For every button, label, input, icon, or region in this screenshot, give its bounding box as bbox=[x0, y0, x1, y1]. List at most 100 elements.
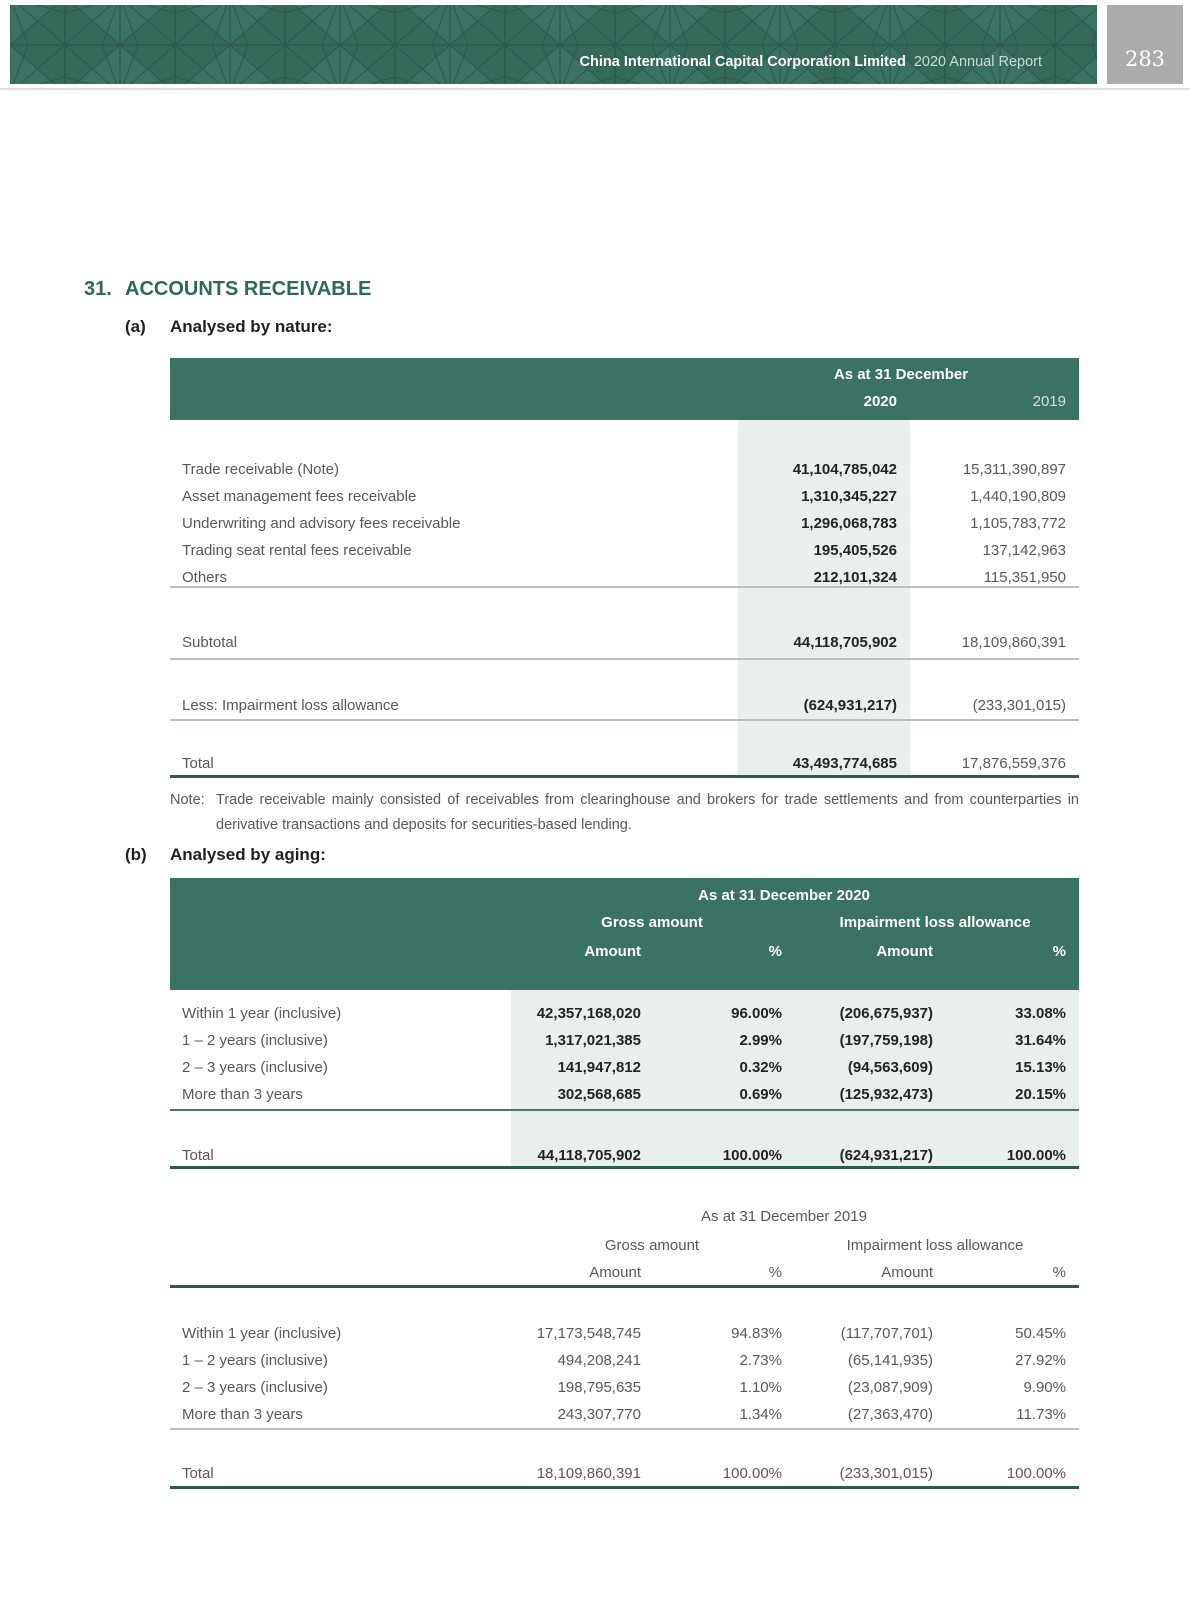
impairment-pct: 100.00% bbox=[1006, 1147, 1066, 1164]
gross-pct: 96.00% bbox=[731, 1005, 782, 1022]
row-label: Total bbox=[182, 755, 214, 772]
row-label: Total bbox=[182, 1147, 214, 1164]
section-number: 31. bbox=[84, 278, 112, 300]
value-2019: 115,351,950 bbox=[983, 569, 1066, 586]
col-amount: Amount bbox=[881, 1264, 933, 1281]
subsection-a-label: (a) bbox=[125, 317, 146, 336]
value-2020: 195,405,526 bbox=[813, 542, 897, 559]
table-row: More than 3 years 302,568,685 0.69% (125… bbox=[170, 1081, 1079, 1108]
impairment-amount: (125,932,473) bbox=[839, 1086, 933, 1103]
gross-pct: 1.34% bbox=[739, 1406, 782, 1423]
impairment-amount: (23,087,909) bbox=[847, 1379, 933, 1396]
page-number: 283 bbox=[1124, 47, 1166, 71]
table-a-period-header: As at 31 December bbox=[833, 366, 969, 383]
table-row: More than 3 years 243,307,770 1.34% (27,… bbox=[170, 1401, 1079, 1428]
note: Note: Trade receivable mainly consisted … bbox=[170, 788, 1079, 838]
impairment-amount: (624,931,217) bbox=[839, 1147, 933, 1164]
table-row: 2 – 3 years (inclusive) 141,947,812 0.32… bbox=[170, 1054, 1079, 1081]
row-label: 1 – 2 years (inclusive) bbox=[182, 1032, 328, 1049]
table-b-group-gross: Gross amount bbox=[601, 914, 703, 931]
total-rule bbox=[170, 775, 1079, 778]
impairment-amount: (117,707,701) bbox=[840, 1325, 933, 1342]
table-row: Within 1 year (inclusive) 42,357,168,020… bbox=[170, 1000, 1079, 1027]
impairment-pct: 100.00% bbox=[1006, 1465, 1066, 1482]
gross-pct: 2.99% bbox=[739, 1032, 782, 1049]
impairment-amount: (94,563,609) bbox=[847, 1059, 933, 1076]
value-2020: 1,296,068,783 bbox=[801, 515, 897, 532]
value-2019: 1,105,783,772 bbox=[970, 515, 1066, 532]
gross-amount: 17,173,548,745 bbox=[536, 1325, 641, 1342]
table-a-col-2019: 2019 bbox=[1032, 393, 1066, 410]
impairment-pct: 31.64% bbox=[1015, 1032, 1066, 1049]
value-2020: 1,310,345,227 bbox=[801, 488, 897, 505]
row-label: Less: Impairment loss allowance bbox=[182, 697, 399, 714]
impairment-amount: (27,363,470) bbox=[847, 1406, 933, 1423]
section-title: ACCOUNTS RECEIVABLE bbox=[125, 278, 372, 300]
gross-pct: 0.32% bbox=[739, 1059, 782, 1076]
impairment-pct: 50.45% bbox=[1015, 1325, 1066, 1342]
header-divider bbox=[0, 88, 1190, 90]
row-label: More than 3 years bbox=[182, 1086, 303, 1103]
impairment-amount: (206,675,937) bbox=[839, 1005, 933, 1022]
table-row: Asset management fees receivable 1,310,3… bbox=[170, 483, 1079, 510]
row-label: Trading seat rental fees receivable bbox=[182, 542, 412, 559]
company-name: China International Capital Corporation … bbox=[579, 54, 906, 70]
rule bbox=[170, 658, 1079, 660]
gross-amount: 494,208,241 bbox=[557, 1352, 641, 1369]
col-amount: Amount bbox=[876, 943, 933, 960]
page-number-box: 283 bbox=[1107, 5, 1183, 84]
table-b-group-impairment: Impairment loss allowance bbox=[839, 914, 1031, 931]
gross-pct: 100.00% bbox=[722, 1147, 782, 1164]
total-row: Total 18,109,860,391 100.00% (233,301,01… bbox=[170, 1460, 1079, 1487]
impairment-pct: 11.73% bbox=[1016, 1406, 1066, 1423]
col-amount: Amount bbox=[584, 943, 641, 960]
table-c-col-header-row: Amount % Amount % bbox=[170, 1259, 1079, 1286]
table-row: 1 – 2 years (inclusive) 1,317,021,385 2.… bbox=[170, 1027, 1079, 1054]
gross-pct: 100.00% bbox=[722, 1465, 782, 1482]
value-2019: (233,301,015) bbox=[972, 697, 1066, 714]
row-label: Within 1 year (inclusive) bbox=[182, 1005, 342, 1022]
impairment-pct: 33.08% bbox=[1015, 1005, 1066, 1022]
col-pct: % bbox=[768, 1264, 782, 1281]
note-label: Note: bbox=[170, 792, 205, 808]
row-label: Underwriting and advisory fees receivabl… bbox=[182, 515, 461, 532]
impairment-pct: 15.13% bbox=[1015, 1059, 1066, 1076]
impairment-pct: 9.90% bbox=[1023, 1379, 1066, 1396]
rule bbox=[170, 586, 1079, 588]
total-rule bbox=[170, 1486, 1079, 1489]
impairment-pct: 20.15% bbox=[1015, 1086, 1066, 1103]
header-rule bbox=[170, 1285, 1079, 1288]
row-label: Within 1 year (inclusive) bbox=[182, 1325, 342, 1342]
value-2019: 1,440,190,809 bbox=[970, 488, 1066, 505]
gross-amount: 1,317,021,385 bbox=[545, 1032, 641, 1049]
gross-amount: 302,568,685 bbox=[557, 1086, 641, 1103]
row-label: Total bbox=[182, 1465, 214, 1482]
subtotal-row: Subtotal 44,118,705,902 18,109,860,391 bbox=[170, 629, 1079, 656]
geometric-pattern bbox=[10, 5, 1097, 84]
col-pct: % bbox=[768, 943, 782, 960]
table-row: 2 – 3 years (inclusive) 198,795,635 1.10… bbox=[170, 1374, 1079, 1401]
gross-pct: 1.10% bbox=[739, 1379, 782, 1396]
row-label: 2 – 3 years (inclusive) bbox=[182, 1379, 328, 1396]
gross-amount: 18,109,860,391 bbox=[536, 1465, 641, 1482]
gross-amount: 44,118,705,902 bbox=[537, 1147, 641, 1164]
col-amount: Amount bbox=[589, 1264, 641, 1281]
subsection-a-title: Analysed by nature: bbox=[170, 317, 333, 336]
table-row: Others 212,101,324 115,351,950 bbox=[170, 564, 1079, 591]
table-b-header: As at 31 December 2020 Gross amount Impa… bbox=[170, 878, 1079, 990]
value-2019: 15,311,390,897 bbox=[962, 461, 1066, 478]
subsection-b-title: Analysed by aging: bbox=[170, 845, 326, 864]
rule bbox=[170, 1428, 1079, 1430]
row-label: Subtotal bbox=[182, 634, 238, 651]
col-pct: % bbox=[1052, 1264, 1066, 1281]
gross-amount: 243,307,770 bbox=[557, 1406, 641, 1423]
rule bbox=[170, 719, 1079, 721]
gross-amount: 42,357,168,020 bbox=[536, 1005, 641, 1022]
table-row: Within 1 year (inclusive) 17,173,548,745… bbox=[170, 1320, 1079, 1347]
table-c-period-header-row: As at 31 December 2019 bbox=[170, 1203, 1079, 1230]
table-a-header: As at 31 December 2020 2019 bbox=[170, 358, 1079, 420]
table-row: Trading seat rental fees receivable 195,… bbox=[170, 537, 1079, 564]
table-c-group-header-row: Gross amount Impairment loss allowance bbox=[170, 1232, 1079, 1259]
value-2020: 43,493,774,685 bbox=[792, 755, 897, 772]
